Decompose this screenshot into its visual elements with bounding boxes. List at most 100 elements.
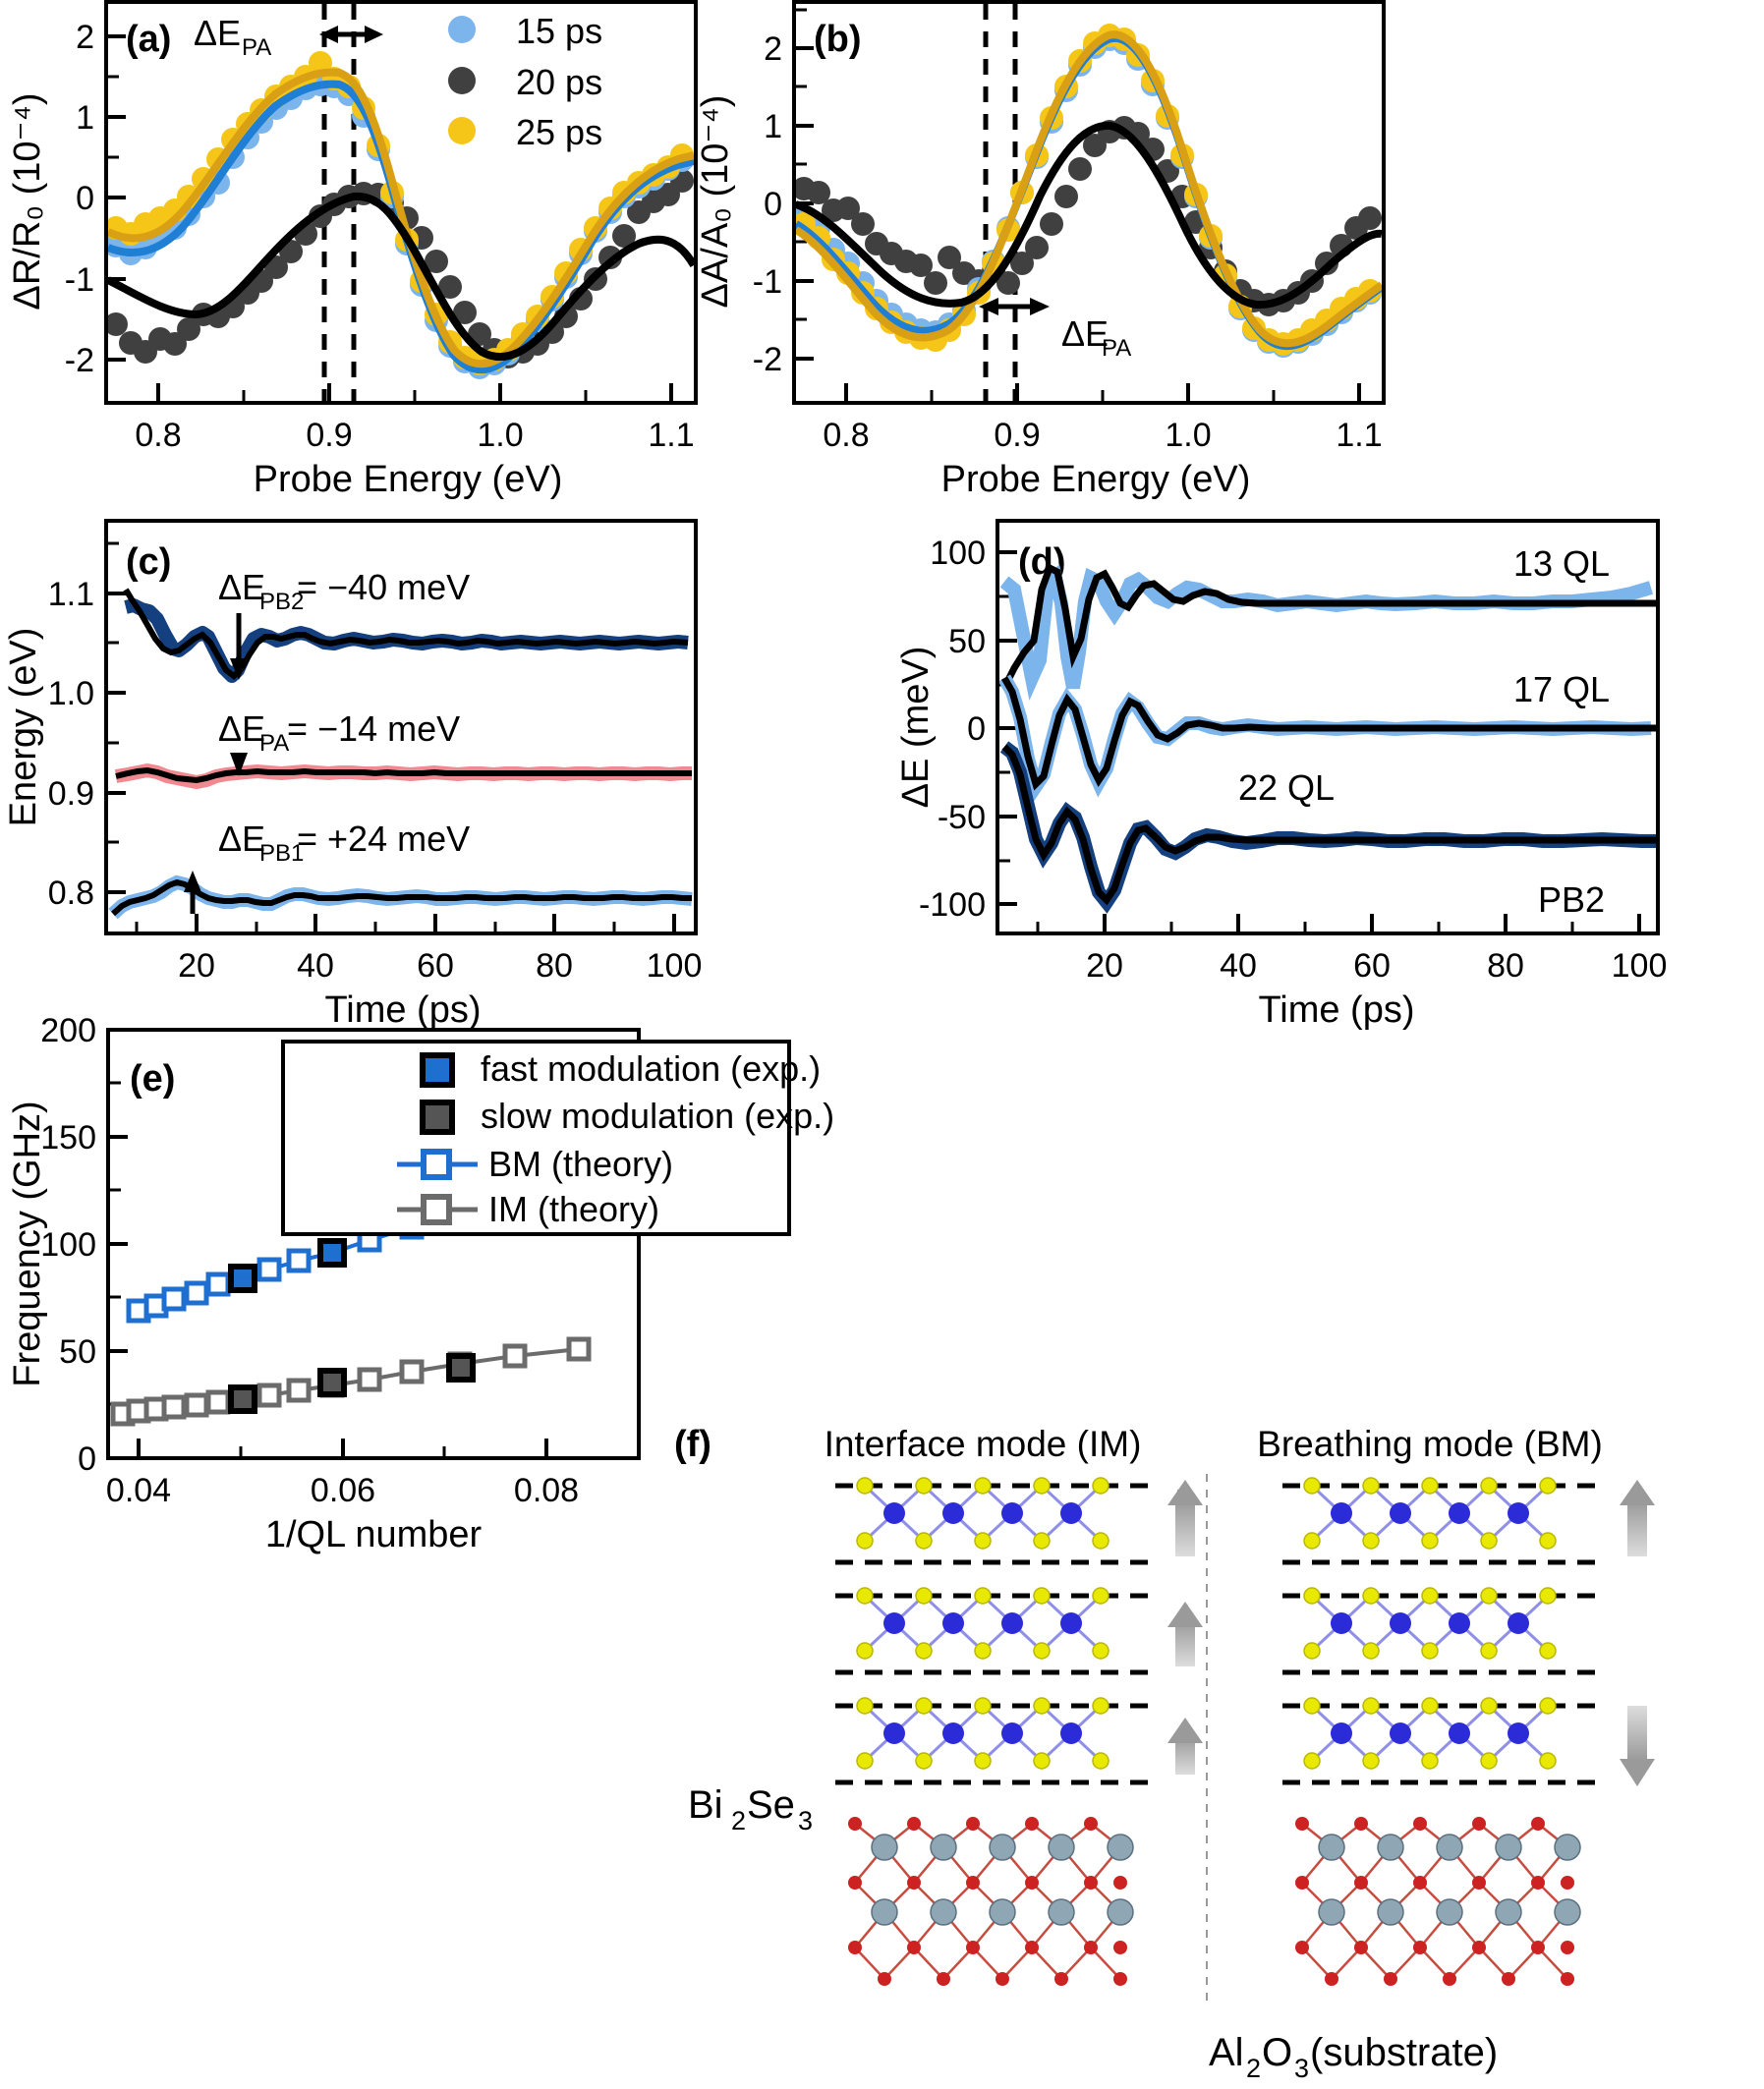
panel-f-label: (f) [674, 1424, 711, 1465]
panel-d-ytick-3: -50 [938, 799, 986, 836]
panel-d-xlabel: Time (ps) [1258, 989, 1414, 1031]
panel-c-ytick-3: 0.8 [48, 875, 94, 912]
panel-a-xtick-0: 0.8 [135, 417, 181, 454]
panel-e-ytick-100: 100 [40, 1226, 96, 1264]
panel-e-markers-slow-exp [228, 1353, 476, 1414]
panel-e-ytick-0: 0 [78, 1440, 96, 1478]
panel-b-annotation-sub: PA [1102, 335, 1131, 362]
panel-b-ylabel: ΔA/A₀ (10⁻⁴) [695, 95, 736, 309]
panel-f: (f) Interface mode (IM) Breathing mode (… [674, 1424, 1655, 2083]
panel-d-ytick-4: -100 [919, 886, 986, 924]
panel-b-xtick-0: 0.8 [823, 417, 869, 454]
panel-f-im-column [835, 1477, 1203, 1986]
panel-f-label-o: O [1262, 2031, 1292, 2074]
panel-b-xtick-1: 0.9 [994, 417, 1040, 454]
im-layer2-bi-atoms [883, 1612, 1082, 1634]
panel-d-xtick-2: 60 [1353, 947, 1391, 985]
panel-f-label-al-sub: 2 [1246, 2054, 1261, 2083]
panel-e-xtick-1: 0.06 [311, 1472, 375, 1509]
panel-c-label: (c) [126, 541, 171, 583]
panel-f-label-bi: Bi [688, 1783, 723, 1827]
panel-a: 2 1 0 -1 -2 0.8 0.9 1.0 1.1 Probe Energy… [7, 0, 698, 500]
panel-a-xtick-1: 0.9 [306, 417, 352, 454]
panel-f-material-label: Bi 2 Se 3 [688, 1783, 813, 1835]
panel-e-legend-label-fast: fast modulation (exp.) [481, 1048, 821, 1089]
panel-a-ytick-0: 2 [76, 19, 94, 56]
panel-f-im-layer-2 [835, 1587, 1203, 1675]
panel-b-ytick-2: 0 [764, 186, 782, 223]
panel-b-xtick-3: 1.1 [1336, 417, 1382, 454]
panel-b-fit-20ps [796, 121, 1382, 310]
panel-d-trace-label-13ql: 13 QL [1513, 543, 1610, 584]
panel-e-legend-marker-slow [420, 1100, 455, 1135]
panel-e-xminorticks [239, 1446, 446, 1458]
panel-f-right-title: Breathing mode (BM) [1257, 1424, 1603, 1464]
panel-a-ytick-4: -2 [65, 342, 94, 379]
legend-marker-15ps [448, 16, 476, 43]
panel-a-ytick-3: -1 [65, 261, 94, 299]
panel-c-ylabel: Energy (eV) [3, 628, 44, 827]
panel-f-label-al: Al [1209, 2031, 1244, 2074]
legend-label-15ps: 15 ps [516, 11, 602, 51]
bm-layer2-se-atoms [1303, 1587, 1557, 1660]
panel-b-ytick-3: -1 [753, 263, 782, 301]
panel-e-legend-label-im: IM (theory) [488, 1189, 659, 1229]
panel-b-ytick-0: 2 [764, 30, 782, 68]
panel-a-fit-25ps [108, 68, 694, 368]
panel-d-ytick-2: 0 [967, 710, 986, 748]
panel-f-bm-layer-3 [1282, 1697, 1655, 1786]
im-layer2-arrow-up [1167, 1602, 1203, 1666]
im-layer2-se-atoms [856, 1587, 1110, 1660]
panel-c-xtick-3: 80 [536, 947, 573, 985]
panel-e-legend-frame [281, 1040, 791, 1236]
panel-a-yticks [106, 34, 126, 362]
panel-c-arrow-pb2 [230, 613, 248, 680]
panel-c-yminorticks [106, 541, 119, 844]
panel-b: 2 1 0 -1 -2 0.8 0.9 1.0 1.1 Probe Energy… [695, 0, 1386, 500]
panel-c-xtick-4: 100 [647, 947, 703, 985]
panel-d-xtick-4: 100 [1612, 947, 1668, 985]
panel-b-yminorticks [794, 8, 807, 321]
panel-d: 100 50 0 -50 -100 20 40 60 80 100 Time (… [895, 519, 1668, 1031]
panel-c-xtick-2: 60 [417, 947, 454, 985]
panel-f-im-layer-1 [835, 1477, 1203, 1565]
im-layer1-arrow-up [1167, 1480, 1203, 1556]
panel-c-ytick-1: 1.0 [48, 675, 94, 712]
panel-c-trace-pb2-fit [123, 588, 689, 680]
panel-a-ytick-2: 0 [76, 180, 94, 217]
im-layer1-se-atoms [856, 1477, 1110, 1550]
panel-c: 1.1 1.0 0.9 0.8 20 40 60 80 100 Time (ps… [3, 519, 703, 1031]
panel-f-label-se: Se [747, 1783, 795, 1827]
panel-e-label: (e) [130, 1058, 175, 1100]
panel-b-label: (b) [814, 19, 862, 60]
panel-e-legend-marker-im [421, 1194, 452, 1225]
panel-b-data [796, 24, 1382, 358]
panel-b-xtick-2: 1.0 [1165, 417, 1211, 454]
panel-d-xtick-0: 20 [1086, 947, 1123, 985]
panel-c-ann-pa-value: = −14 meV [287, 708, 460, 749]
bm-layer3-bi-atoms [1331, 1722, 1529, 1744]
panel-d-corner-label: PB2 [1538, 879, 1605, 920]
panel-f-left-title: Interface mode (IM) [825, 1424, 1142, 1464]
panel-c-ann-pb2-sub: PB2 [259, 589, 304, 615]
panel-a-ylabel: ΔR/R₀ (10⁻⁴) [7, 92, 48, 310]
panel-d-trace-label-17ql: 17 QL [1513, 669, 1610, 709]
panel-d-xticks [1103, 914, 1641, 933]
panel-b-xlabel: Probe Energy (eV) [941, 459, 1251, 500]
bm-layer1-se-atoms [1303, 1477, 1557, 1550]
bm-layer3-arrow-down [1620, 1706, 1655, 1786]
panel-c-ann-pb1-sub: PB1 [259, 840, 304, 867]
panel-b-xminorticks [930, 390, 1276, 403]
im-substrate-o-atoms [848, 1817, 1127, 1986]
panel-c-ann-pb2-value: = −40 meV [297, 567, 470, 607]
panel-d-data [999, 563, 1656, 914]
panel-c-xtick-0: 20 [178, 947, 215, 985]
panel-c-ytick-0: 1.1 [48, 576, 94, 613]
panel-a-annotation: ΔE [194, 13, 241, 53]
panel-e-legend-marker-bm [421, 1149, 452, 1180]
panel-d-trace-17ql-fit [1000, 676, 1656, 791]
panel-b-deltaE-arrow [979, 298, 1050, 315]
panel-a-xminorticks [242, 390, 588, 403]
